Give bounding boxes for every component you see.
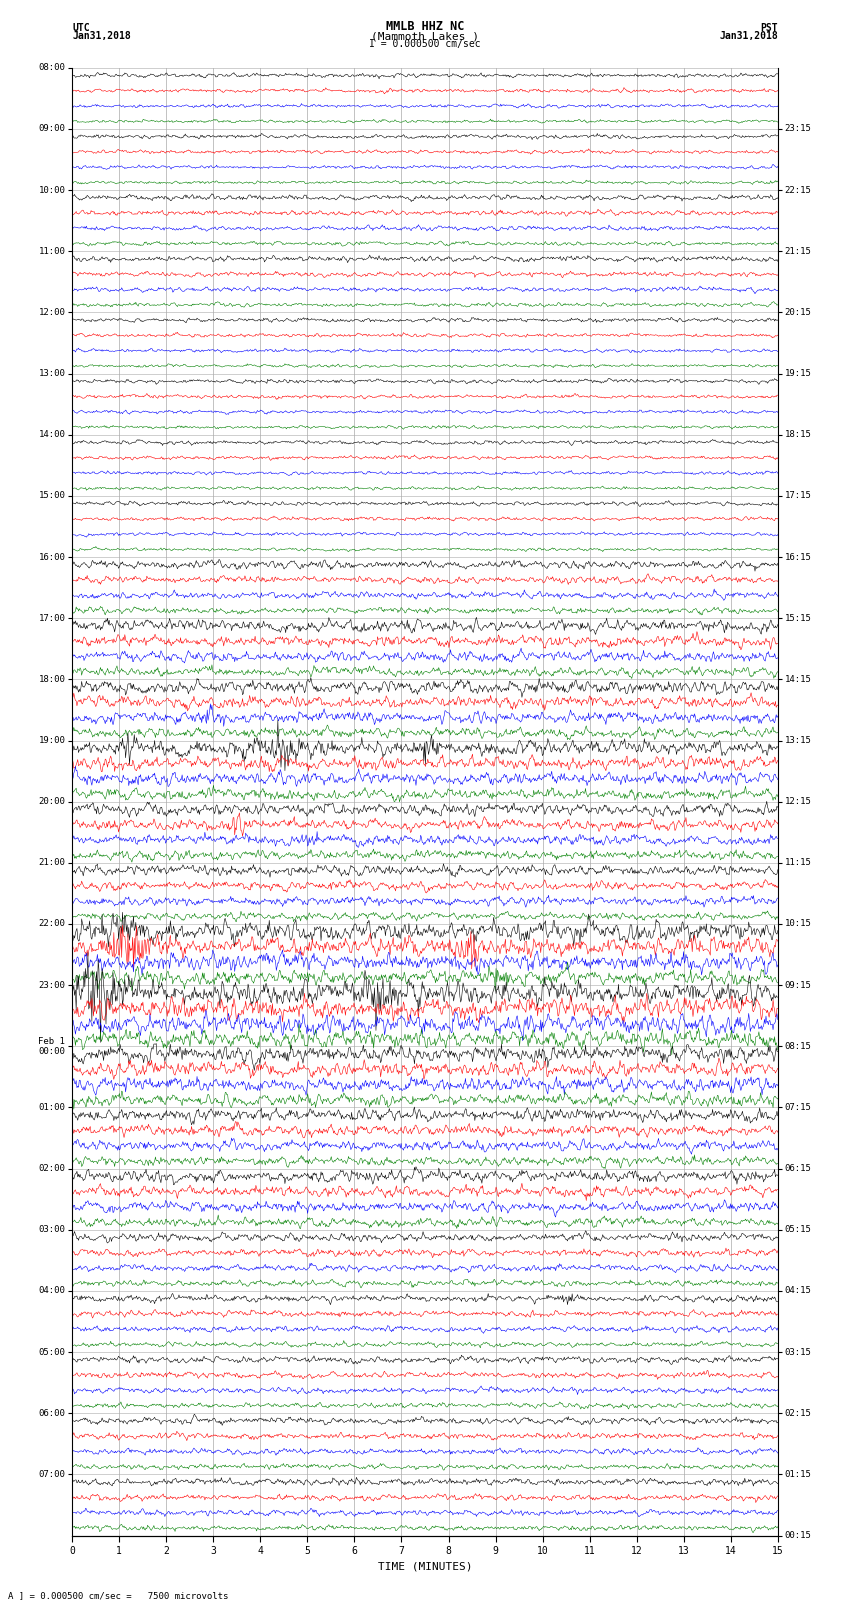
Text: UTC: UTC bbox=[72, 23, 90, 32]
Text: MMLB HHZ NC: MMLB HHZ NC bbox=[386, 19, 464, 32]
Text: Jan31,2018: Jan31,2018 bbox=[719, 31, 778, 40]
Text: A ] = 0.000500 cm/sec =   7500 microvolts: A ] = 0.000500 cm/sec = 7500 microvolts bbox=[8, 1590, 229, 1600]
X-axis label: TIME (MINUTES): TIME (MINUTES) bbox=[377, 1561, 473, 1571]
Text: (Mammoth Lakes ): (Mammoth Lakes ) bbox=[371, 31, 479, 40]
Text: Jan31,2018: Jan31,2018 bbox=[72, 31, 131, 40]
Text: PST: PST bbox=[760, 23, 778, 32]
Text: I = 0.000500 cm/sec: I = 0.000500 cm/sec bbox=[369, 39, 481, 50]
